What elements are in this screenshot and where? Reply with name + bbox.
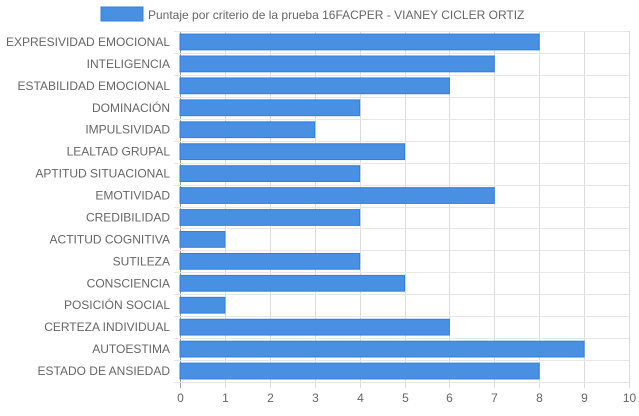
y-tick-label: LEALTAD GRUPAL bbox=[67, 145, 171, 159]
bar[interactable] bbox=[179, 121, 316, 139]
y-tick-label: ACTITUD COGNITIVA bbox=[50, 232, 170, 246]
y-tick-label: IMPULSIVIDAD bbox=[85, 123, 170, 137]
y-tick-label: ESTADO DE ANSIEDAD bbox=[38, 364, 171, 378]
x-tick-label: 1 bbox=[222, 391, 229, 405]
y-tick-label: EMOTIVIDAD bbox=[95, 189, 170, 203]
y-tick-label: INTELIGENCIA bbox=[87, 57, 170, 71]
bar[interactable] bbox=[179, 55, 495, 73]
x-tick-label: 7 bbox=[491, 391, 498, 405]
x-tick-label: 10 bbox=[623, 391, 637, 405]
y-tick-label: APTITUD SITUACIONAL bbox=[35, 167, 170, 181]
legend-swatch[interactable] bbox=[100, 6, 144, 22]
x-tick-label: 9 bbox=[581, 391, 588, 405]
y-tick-label: AUTOESTIMA bbox=[92, 342, 170, 356]
bar[interactable] bbox=[179, 187, 495, 204]
bar[interactable] bbox=[179, 33, 540, 51]
bar[interactable] bbox=[179, 274, 405, 292]
bar[interactable] bbox=[179, 99, 361, 117]
y-tick-label: CREDIBILIDAD bbox=[86, 210, 170, 224]
x-tick-label: 2 bbox=[267, 391, 274, 405]
y-tick-label: ESTABILIDAD EMOCIONAL bbox=[18, 79, 171, 93]
x-tick-label: 4 bbox=[357, 391, 364, 405]
bar[interactable] bbox=[179, 165, 361, 182]
bar[interactable] bbox=[179, 362, 540, 380]
y-tick-label: EXPRESIVIDAD EMOCIONAL bbox=[6, 35, 170, 49]
y-tick-label: CONSCIENCIA bbox=[87, 276, 170, 290]
x-tick-label: 5 bbox=[402, 391, 409, 405]
y-tick-label: CERTEZA INDIVIDUAL bbox=[44, 320, 170, 334]
x-tick-label: 3 bbox=[312, 391, 319, 405]
bar[interactable] bbox=[179, 318, 450, 336]
bar[interactable] bbox=[179, 77, 450, 95]
x-tick-label: 0 bbox=[177, 391, 184, 405]
bars bbox=[179, 33, 585, 380]
legend-label[interactable]: Puntaje por criterio de la prueba 16FACP… bbox=[148, 8, 524, 22]
bar[interactable] bbox=[179, 296, 226, 314]
bar[interactable] bbox=[179, 252, 361, 270]
legend[interactable]: Puntaje por criterio de la prueba 16FACP… bbox=[100, 6, 524, 22]
bar[interactable] bbox=[179, 209, 361, 226]
x-tick-label: 8 bbox=[536, 391, 543, 405]
bar[interactable] bbox=[179, 143, 405, 161]
y-tick-label: SUTILEZA bbox=[113, 254, 170, 268]
y-axis-labels: EXPRESIVIDAD EMOCIONAL INTELIGENCIA ESTABI… bbox=[6, 35, 170, 378]
y-tick-label: DOMINACIÓN bbox=[92, 100, 170, 115]
y-tick-label: POSICIÓN SOCIAL bbox=[64, 297, 170, 312]
bar[interactable] bbox=[179, 231, 226, 248]
x-axis-labels: 0 1 2 3 4 5 6 7 8 9 10 bbox=[177, 391, 636, 405]
bar[interactable] bbox=[179, 340, 585, 358]
x-tick-label: 6 bbox=[446, 391, 453, 405]
